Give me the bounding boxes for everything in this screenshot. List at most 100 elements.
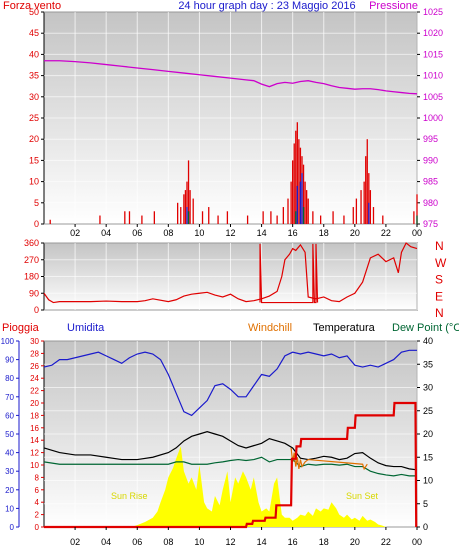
compass-label: E — [435, 289, 443, 303]
x-tick-label: 16 — [288, 228, 298, 238]
pressure-tick-label: 1020 — [423, 28, 443, 38]
wind-tick-label: 25 — [29, 113, 39, 123]
direction-line — [259, 243, 319, 304]
x-tick-label: 06 — [132, 228, 142, 238]
umidita-line — [43, 349, 417, 417]
pressure-tick-label: 975 — [423, 219, 438, 229]
rain-tick-label: 2 — [35, 511, 40, 520]
humidity-tick-label: 100 — [1, 337, 15, 346]
humidity-tick-label: 90 — [5, 356, 14, 365]
humidity-tick-label: 70 — [5, 393, 14, 402]
solar-area — [131, 446, 386, 527]
pressure-tick-label: 980 — [423, 198, 438, 208]
x-tick-label: 08 — [163, 537, 173, 547]
humidity-tick-label: 60 — [5, 411, 14, 420]
temperature-label: Temperatura — [313, 322, 376, 334]
temperature-tick-label: 35 — [423, 359, 433, 369]
humidity-tick-label: 30 — [5, 467, 14, 476]
humidity-tick-label: 50 — [5, 430, 14, 439]
wind-series — [44, 60, 418, 224]
temperature-tick-label: 40 — [423, 336, 433, 346]
x-tick-label: 06 — [132, 537, 142, 547]
rain-tick-label: 18 — [30, 411, 39, 420]
wind-tick-label: 50 — [29, 7, 39, 17]
rain-tick-label: 20 — [30, 399, 39, 408]
rain-tick-label: 10 — [30, 461, 39, 470]
compass-label: W — [435, 256, 447, 270]
rain-tick-label: 8 — [35, 473, 40, 482]
humidity-axis: 0 10 20 30 40 50 60 70 80 90 100 — [1, 337, 20, 532]
rain-tick-label: 12 — [30, 449, 39, 458]
x-tick-label: 22 — [381, 228, 391, 238]
sunrise-label: Sun Rise — [111, 491, 148, 501]
x-tick-label: 20 — [350, 228, 360, 238]
wind-tick-label: 10 — [29, 177, 39, 187]
x-tick-label: 10 — [194, 228, 204, 238]
direction-tick-label: 360 — [24, 238, 39, 248]
temperature-tick-label: 0 — [423, 522, 428, 532]
rain-tick-label: 28 — [30, 349, 39, 358]
x-tick-label: 04 — [101, 228, 111, 238]
direction-grid — [44, 242, 418, 311]
wind-tick-label: 30 — [29, 92, 39, 102]
temp-series — [43, 349, 418, 529]
temperature-tick-label: 15 — [423, 452, 433, 462]
humidity-tick-label: 20 — [5, 486, 14, 495]
pressure-tick-label: 1000 — [423, 113, 443, 123]
wind-tick-label: 40 — [29, 49, 39, 59]
wind-x-axis: 02 04 06 08 10 12 14 16 18 20 22 00 — [70, 224, 422, 238]
x-tick-label: 14 — [257, 228, 267, 238]
dewpoint-label: Dew Point (°C — [392, 322, 459, 334]
x-tick-label: 00 — [412, 228, 422, 238]
wind-left-label: Forza vento — [3, 0, 61, 12]
temp-x-axis: 02 04 06 08 10 12 14 16 18 20 22 00 — [70, 527, 422, 547]
x-tick-label: 04 — [101, 537, 111, 547]
rain-label: Pioggia — [2, 322, 40, 334]
direction-tick-label: 90 — [29, 288, 39, 298]
rain-tick-label: 14 — [30, 436, 39, 445]
x-tick-label: 00 — [412, 537, 422, 547]
rain-tick-label: 6 — [35, 486, 40, 495]
direction-series — [43, 242, 418, 304]
rain-tick-label: 16 — [30, 424, 39, 433]
direction-tick-label: 180 — [24, 272, 39, 282]
pressure-tick-label: 1015 — [423, 49, 443, 59]
temperature-right-axis: 0 5 10 15 20 25 30 35 40 — [417, 336, 433, 532]
wind-tick-label: 35 — [29, 71, 39, 81]
pressure-tick-label: 995 — [423, 134, 438, 144]
humidity-tick-label: 0 — [10, 523, 15, 532]
rain-tick-label: 26 — [30, 362, 39, 371]
x-tick-label: 10 — [194, 537, 204, 547]
temperatura-line — [43, 431, 418, 471]
wind-tick-label: 45 — [29, 28, 39, 38]
rain-tick-label: 24 — [30, 374, 39, 383]
x-tick-label: 18 — [319, 537, 329, 547]
humidity-tick-label: 10 — [5, 504, 14, 513]
pressure-tick-label: 1025 — [423, 7, 443, 17]
pressure-tick-label: 1010 — [423, 71, 443, 81]
x-tick-label: 18 — [319, 228, 329, 238]
pressure-tick-label: 1005 — [423, 92, 443, 102]
sunset-label: Sun Set — [346, 491, 379, 501]
direction-line — [43, 242, 418, 304]
pressure-right-axis: 975 980 985 990 995 1000 1005 1010 1015 1020 1025 — [417, 7, 443, 229]
x-tick-label: 02 — [70, 228, 80, 238]
wind-tick-label: 20 — [29, 134, 39, 144]
wind-tick-label: 15 — [29, 155, 39, 165]
windchill-label: Windchill — [248, 322, 292, 334]
temperature-tick-label: 25 — [423, 406, 433, 416]
pressure-line — [44, 60, 418, 95]
direction-tick-label: 270 — [24, 255, 39, 265]
windchill-line — [290, 447, 368, 471]
humidity-label: Umidita — [67, 322, 105, 334]
x-tick-label: 08 — [163, 228, 173, 238]
compass-label: S — [435, 273, 443, 287]
x-tick-label: 12 — [225, 537, 235, 547]
